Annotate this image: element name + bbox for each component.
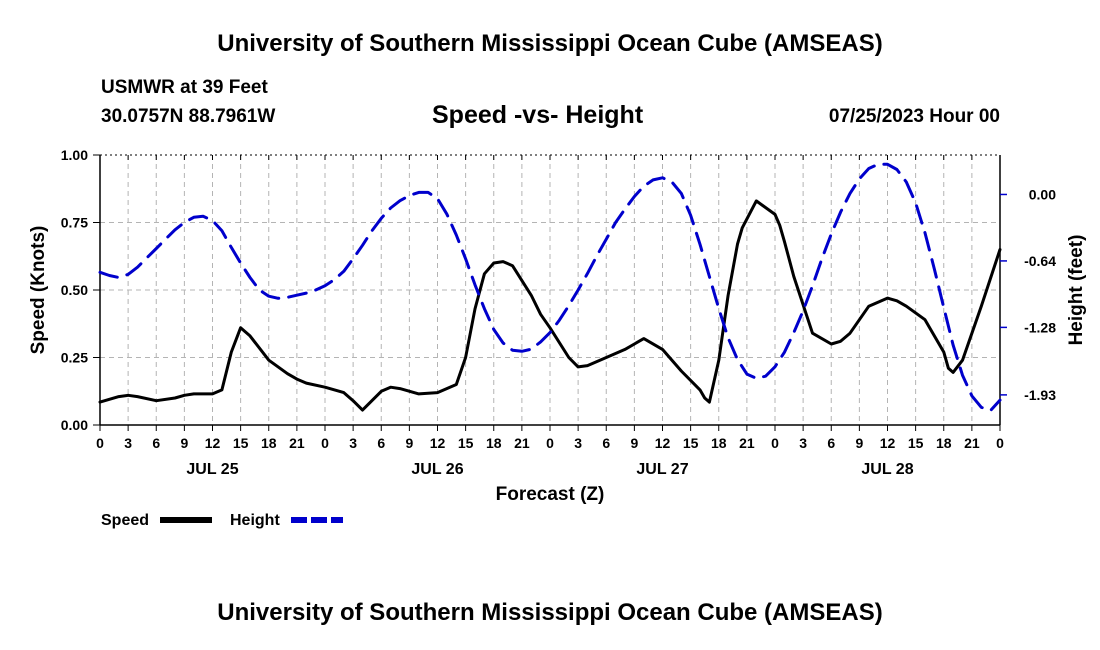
x-tick-label: 6 bbox=[152, 435, 160, 451]
y2-axis-label: Height (feet) bbox=[1066, 235, 1087, 346]
y-axis-label: Speed (Knots) bbox=[28, 226, 49, 355]
x-tick-label: 3 bbox=[799, 435, 807, 451]
x-tick-label: 15 bbox=[458, 435, 474, 451]
x-tick-label: 12 bbox=[880, 435, 896, 451]
x-tick-label: 9 bbox=[630, 435, 638, 451]
x-tick-label: 6 bbox=[377, 435, 385, 451]
y2-tick-label: 0.00 bbox=[1029, 186, 1056, 202]
x-tick-label: 3 bbox=[349, 435, 357, 451]
x-tick-label: 21 bbox=[289, 435, 305, 451]
x-tick-label: 18 bbox=[261, 435, 277, 451]
x-tick-label: 12 bbox=[205, 435, 221, 451]
x-tick-label: 9 bbox=[855, 435, 863, 451]
footer-title: University of Southern Mississippi Ocean… bbox=[217, 599, 883, 626]
y-tick-label: 0.25 bbox=[61, 350, 88, 366]
x-tick-label: 12 bbox=[430, 435, 446, 451]
chart-title: Speed -vs- Height bbox=[432, 101, 644, 129]
day-label: JUL 25 bbox=[186, 461, 238, 478]
y2-tick-label: -1.28 bbox=[1024, 319, 1056, 335]
x-tick-label: 3 bbox=[574, 435, 582, 451]
y-tick-label: 0.50 bbox=[61, 282, 88, 298]
x-tick-label: 18 bbox=[711, 435, 727, 451]
x-tick-label: 18 bbox=[486, 435, 502, 451]
legend-label-speed: Speed bbox=[101, 512, 149, 529]
x-axis-label: Forecast (Z) bbox=[496, 484, 605, 505]
x-tick-label: 0 bbox=[771, 435, 779, 451]
x-tick-label: 0 bbox=[96, 435, 104, 451]
page-title: University of Southern Mississippi Ocean… bbox=[217, 30, 883, 57]
x-tick-label: 15 bbox=[908, 435, 924, 451]
x-tick-label: 21 bbox=[739, 435, 755, 451]
x-tick-label: 15 bbox=[233, 435, 249, 451]
speed-height-chart: 0 3 6 9 12 15 18 21 0 3 6 9 12 15 18 21 0 3 6 9 12 15 18 21 0 3 6 9… bbox=[28, 147, 1087, 529]
x-tick-label: 6 bbox=[602, 435, 610, 451]
y-tick-label: 0.75 bbox=[61, 215, 88, 231]
x-tick-label: 3 bbox=[124, 435, 132, 451]
x-tick-label: 18 bbox=[936, 435, 952, 451]
forecast-datetime: 07/25/2023 Hour 00 bbox=[828, 106, 1000, 127]
x-tick-label: 0 bbox=[546, 435, 554, 451]
x-tick-label: 0 bbox=[996, 435, 1004, 451]
speed-series-line bbox=[98, 199, 1002, 412]
x-tick-label: 0 bbox=[321, 435, 329, 451]
x-tick-label: 9 bbox=[180, 435, 188, 451]
day-label: JUL 27 bbox=[636, 461, 688, 478]
day-label: JUL 26 bbox=[411, 461, 463, 478]
height-series-line bbox=[98, 162, 1002, 412]
station-coordinates: 30.0757N 88.7961W bbox=[101, 106, 276, 127]
x-tick-label: 15 bbox=[683, 435, 699, 451]
y2-tick-label: -1.93 bbox=[1024, 387, 1056, 403]
day-label: JUL 28 bbox=[861, 461, 913, 478]
x-tick-label: 6 bbox=[827, 435, 835, 451]
station-name: USMWR at 39 Feet bbox=[101, 77, 268, 98]
x-tick-label: 9 bbox=[405, 435, 413, 451]
legend-label-height: Height bbox=[230, 512, 280, 529]
x-tick-label: 21 bbox=[964, 435, 980, 451]
y-tick-label: 1.00 bbox=[61, 147, 88, 163]
x-tick-label: 12 bbox=[655, 435, 671, 451]
y-tick-label: 0.00 bbox=[61, 417, 88, 433]
y2-tick-label: -0.64 bbox=[1024, 253, 1056, 269]
x-tick-label: 21 bbox=[514, 435, 530, 451]
